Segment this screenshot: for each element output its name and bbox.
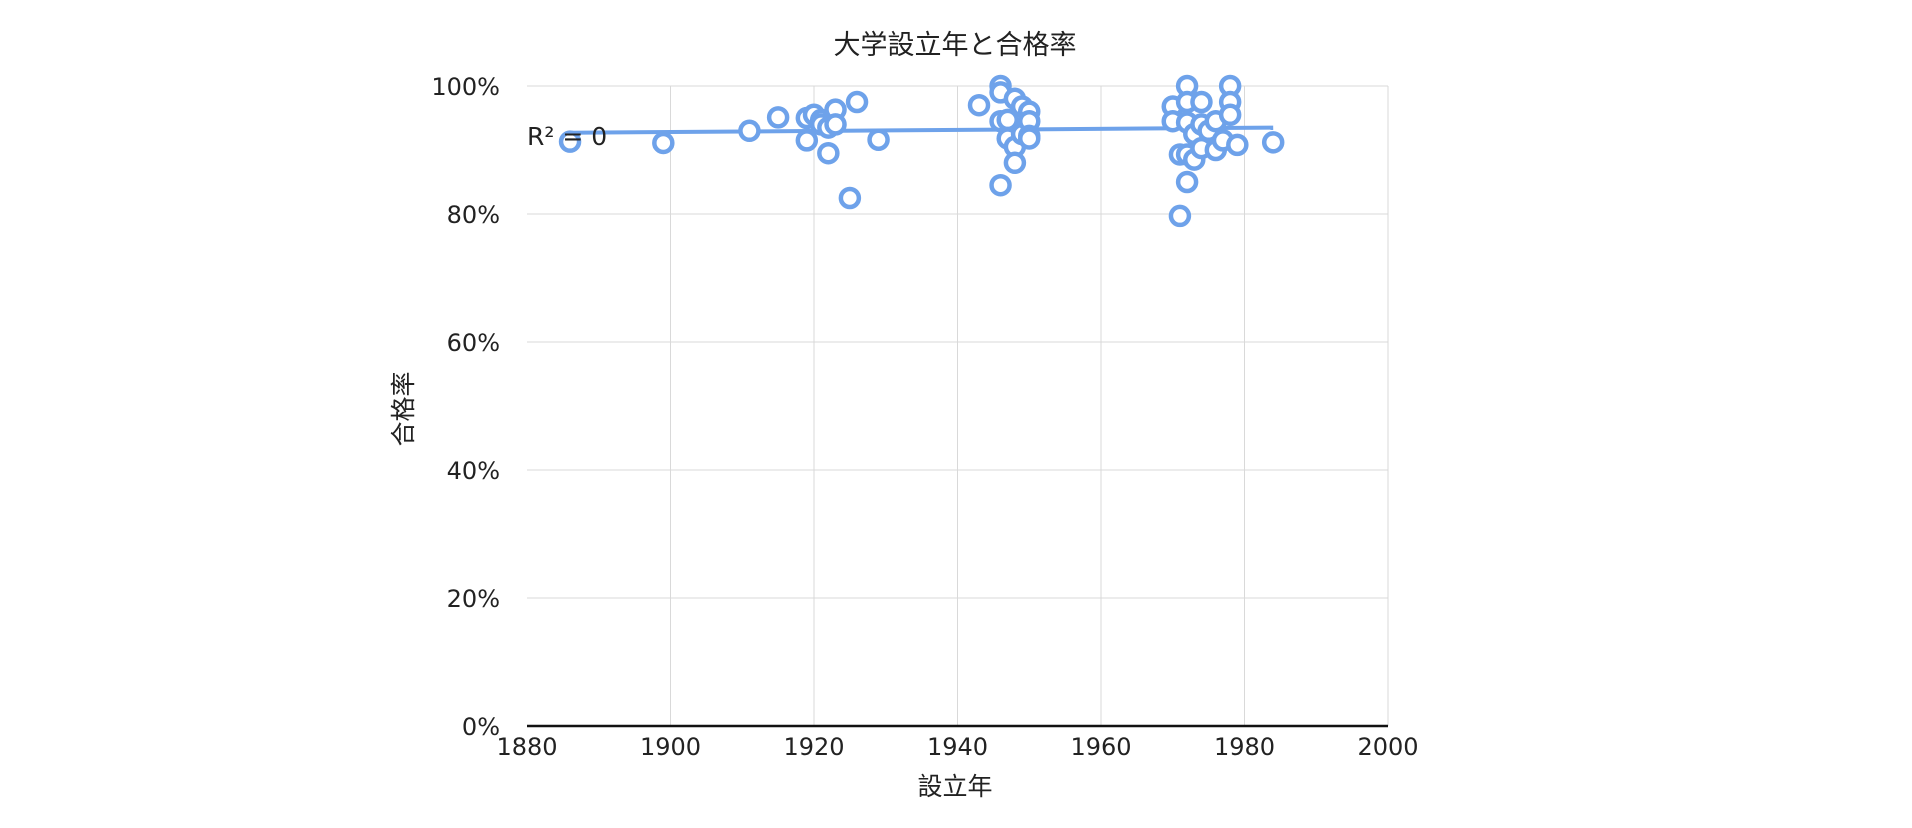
data-point	[1003, 151, 1027, 175]
data-point	[1218, 103, 1242, 127]
trendline-group	[570, 125, 1274, 135]
y-tick-label: 100%	[431, 73, 500, 101]
data-point	[738, 119, 761, 143]
data-point	[1168, 204, 1192, 228]
data-point	[1175, 170, 1199, 194]
chart-title: 大学設立年と合格率	[834, 30, 1077, 61]
data-point	[795, 129, 819, 152]
y-tick-label: 80%	[447, 201, 500, 229]
data-point	[1190, 90, 1213, 114]
data-point	[967, 93, 991, 117]
data-point	[817, 141, 840, 165]
data-point	[838, 186, 862, 210]
data-point	[1226, 133, 1249, 157]
data-point	[558, 130, 582, 153]
x-tick-label: 1980	[1214, 733, 1275, 761]
data-point	[867, 128, 890, 152]
x-tick-label: 1920	[783, 733, 844, 761]
grid	[527, 85, 1389, 726]
x-tick-label: 1900	[640, 733, 701, 761]
x-axis-label: 設立年	[917, 772, 992, 801]
x-tick-label: 2000	[1357, 733, 1418, 761]
x-tick-label: 1940	[927, 733, 988, 761]
x-tick-label: 1880	[496, 733, 557, 761]
y-axis-label: 合格率	[389, 371, 418, 446]
data-point	[652, 131, 675, 155]
data-points	[558, 74, 1285, 228]
y-tick-label: 60%	[447, 329, 500, 357]
data-point	[989, 173, 1012, 197]
r-squared-label: R² = 0	[527, 122, 607, 151]
data-point	[766, 106, 790, 129]
y-tick-label: 40%	[447, 457, 500, 485]
y-tick-label: 0%	[462, 713, 500, 741]
data-point	[1018, 127, 1041, 150]
data-point	[824, 113, 847, 136]
x-tick-label: 1960	[1070, 733, 1131, 761]
y-tick-label: 20%	[447, 585, 500, 613]
axes: 1880 1900 1920 1940 1960 1980 2000 0% 20% 40% 60% 8…	[431, 73, 1418, 761]
trendline	[570, 125, 1274, 135]
data-point	[1261, 131, 1285, 154]
data-point	[845, 90, 869, 114]
